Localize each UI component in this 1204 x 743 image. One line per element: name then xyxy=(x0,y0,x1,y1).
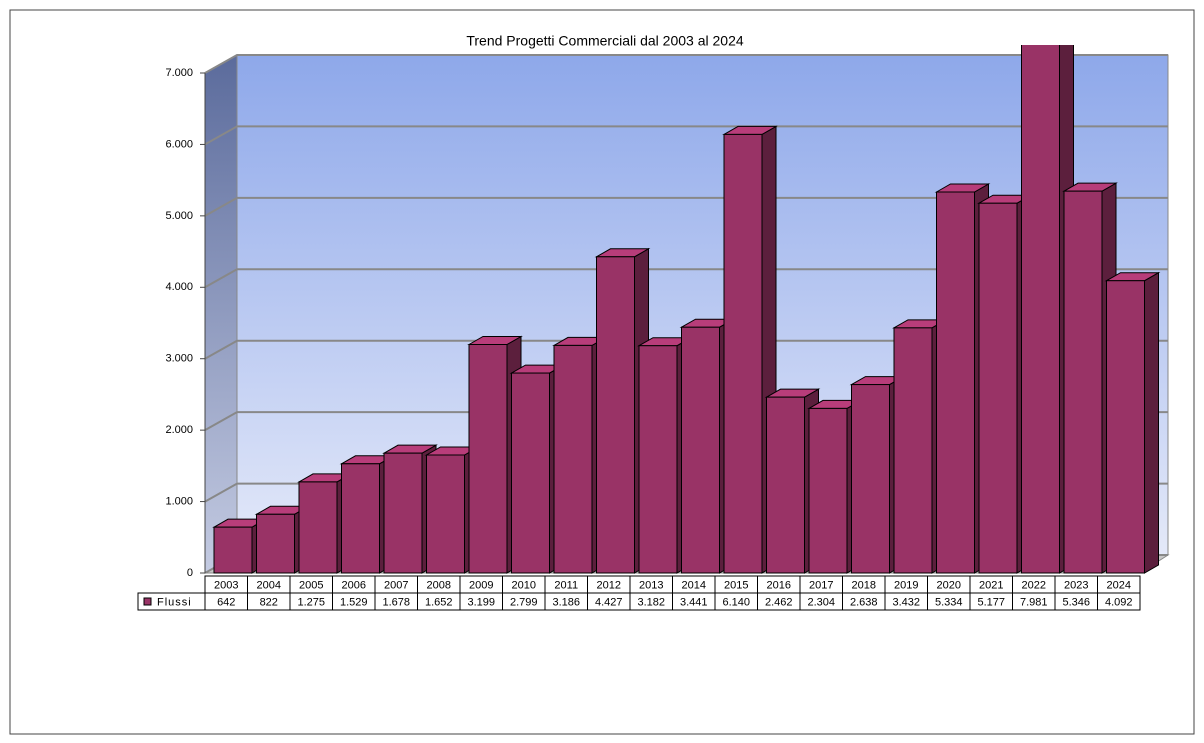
x-tick-label: 2023 xyxy=(1064,579,1088,591)
bar xyxy=(424,446,481,574)
legend-swatch xyxy=(143,597,152,606)
x-tick-label: 2018 xyxy=(852,579,876,591)
data-label: 2.304 xyxy=(807,596,835,608)
bar-face xyxy=(893,327,933,574)
data-label: 3.199 xyxy=(467,596,495,608)
bar xyxy=(1021,0,1074,574)
bar-face xyxy=(553,344,593,574)
data-label: 1.275 xyxy=(297,596,325,608)
x-tick-label: 2013 xyxy=(639,579,663,591)
bar-face xyxy=(851,384,890,574)
y-tick-label: 1.000 xyxy=(165,495,193,507)
data-label: 3.186 xyxy=(552,596,580,608)
x-tick-label: 2008 xyxy=(427,579,451,591)
data-label: 4.427 xyxy=(595,596,623,608)
bar-face xyxy=(1063,190,1103,574)
data-label: 642 xyxy=(217,596,235,608)
bar-face xyxy=(426,454,465,574)
x-tick-label: 2007 xyxy=(384,579,408,591)
bar-face xyxy=(978,202,1018,574)
x-tick-label: 2019 xyxy=(894,579,918,591)
data-label: 1.529 xyxy=(340,596,368,608)
data-label: 2.462 xyxy=(765,596,793,608)
x-tick-label: 2015 xyxy=(724,579,748,591)
bar-face xyxy=(341,463,380,574)
bar-face xyxy=(1021,45,1060,574)
x-tick-label: 2004 xyxy=(257,579,281,591)
data-label: 2.799 xyxy=(510,596,538,608)
bar-face xyxy=(723,133,763,574)
bar-face xyxy=(213,526,253,574)
chart-title: Trend Progetti Commerciali dal 2003 al 2… xyxy=(466,33,744,49)
bar-face xyxy=(298,481,338,574)
x-tick-label: 2017 xyxy=(809,579,833,591)
data-label: 6.140 xyxy=(722,596,750,608)
bar-face xyxy=(256,513,295,574)
x-tick-label: 2011 xyxy=(554,579,578,591)
x-tick-label: 2022 xyxy=(1022,579,1046,591)
bar-face xyxy=(808,407,848,574)
y-tick-label: 3.000 xyxy=(165,353,193,365)
bar-top xyxy=(1022,0,1074,3)
grid-line xyxy=(204,125,1168,146)
data-label: 3.432 xyxy=(892,596,920,608)
grid-line xyxy=(204,339,1168,360)
x-tick-label: 2024 xyxy=(1107,579,1131,591)
x-tick-label: 2016 xyxy=(767,579,791,591)
x-tick-label: 2020 xyxy=(937,579,961,591)
table-cell xyxy=(1097,592,1141,611)
data-label: 3.182 xyxy=(637,596,665,608)
y-tick-label: 5.000 xyxy=(165,210,193,222)
bar xyxy=(1104,271,1161,574)
bar-face xyxy=(638,345,678,574)
bar-face xyxy=(596,256,635,574)
grid-line xyxy=(204,268,1168,289)
bar-face xyxy=(681,326,720,574)
bar xyxy=(722,125,778,574)
x-tick-label: 2010 xyxy=(512,579,536,591)
data-label: 5.346 xyxy=(1062,596,1090,608)
x-tick-label: 2009 xyxy=(469,579,493,591)
bar-face xyxy=(766,396,805,574)
y-tick-label: 2.000 xyxy=(165,424,193,436)
data-label: 5.177 xyxy=(977,596,1005,608)
x-tick-label: 2006 xyxy=(342,579,366,591)
data-label: 1.652 xyxy=(425,596,453,608)
grid-line xyxy=(204,54,1168,74)
legend-label: Flussi xyxy=(157,596,192,608)
data-label: 7.981 xyxy=(1020,596,1048,608)
bar-face xyxy=(468,344,508,574)
x-tick-label: 2003 xyxy=(214,579,238,591)
data-label: 2.638 xyxy=(850,596,878,608)
y-tick-label: 6.000 xyxy=(165,138,193,150)
bar-face xyxy=(511,372,550,574)
data-label: 1.678 xyxy=(382,596,410,608)
data-label: 4.092 xyxy=(1105,596,1133,608)
grid-line xyxy=(204,196,1168,217)
bar-face xyxy=(1106,280,1145,574)
data-label: 822 xyxy=(260,596,278,608)
y-tick-label: 4.000 xyxy=(165,281,193,293)
side-wall xyxy=(204,54,238,574)
x-tick-label: 2005 xyxy=(299,579,323,591)
x-tick-label: 2012 xyxy=(597,579,621,591)
x-tick-label: 2021 xyxy=(979,579,1003,591)
data-label: 5.334 xyxy=(935,596,963,608)
bar-side xyxy=(1144,271,1159,574)
bar-face xyxy=(936,191,975,574)
y-tick-label: 0 xyxy=(187,567,193,579)
bar-face xyxy=(383,452,423,574)
x-tick-label: 2014 xyxy=(682,579,706,591)
data-label: 3.441 xyxy=(680,596,708,608)
y-tick-label: 7.000 xyxy=(165,67,193,79)
